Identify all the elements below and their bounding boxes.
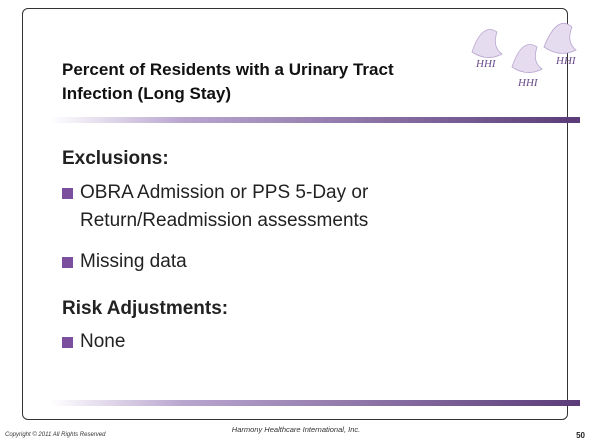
copyright: Copyright © 2011 All Rights Reserved: [5, 432, 106, 438]
bullet-text: None: [80, 331, 126, 352]
bullet-text: OBRA Admission or PPS 5-Day or Return/Re…: [80, 182, 369, 231]
company-name: Harmony Healthcare International, Inc.: [231, 425, 361, 434]
logo-text: HHI: [555, 55, 577, 67]
slide-title: Percent of Residents with a Urinary Trac…: [62, 60, 394, 103]
logo-text: HHI: [517, 77, 539, 89]
bullet-text: Missing data: [80, 251, 187, 272]
slide-frame: [22, 8, 568, 420]
bullet: Missing data: [62, 248, 420, 276]
section-heading: Exclusions:: [62, 148, 169, 169]
section-heading: Risk Adjustments:: [62, 298, 229, 319]
page-number: 50: [576, 431, 585, 440]
bullet: None: [62, 328, 420, 356]
logo: HHI HHI HHI: [471, 22, 577, 89]
divider-bar: [50, 117, 580, 123]
logo-text: HHI: [475, 58, 497, 70]
bullet: OBRA Admission or PPS 5-Day or Return/Re…: [62, 179, 420, 235]
divider-bar: [50, 400, 580, 406]
